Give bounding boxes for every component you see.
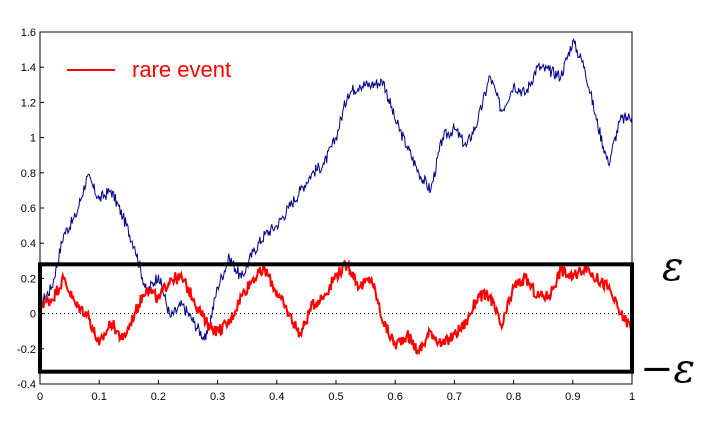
x-tick-label: 0.4 — [269, 391, 284, 403]
epsilon-lower-label: −ε — [640, 346, 695, 392]
y-tick-label: 0.2 — [21, 273, 36, 285]
y-tick-label: 1.2 — [21, 97, 36, 109]
series-line-0 — [39, 38, 633, 341]
y-tick-label: -0.2 — [17, 344, 36, 356]
epsilon-upper-label: ε — [662, 244, 683, 290]
y-tick-label: 0.4 — [21, 238, 36, 250]
y-tick-label: 0.8 — [21, 168, 36, 180]
y-tick-label: 1.6 — [21, 27, 36, 39]
x-tick-label: 0.6 — [388, 391, 403, 403]
x-tick-label: 1 — [629, 391, 635, 403]
y-tick-label: 1 — [30, 133, 36, 145]
tick-group: 0 0.1 0.2 0.3 0.4 0.5 0.6 0.7 0.8 0.9 1 -0.4 -0.2 0 0.… — [17, 27, 635, 403]
x-tick-label: 0.2 — [151, 391, 166, 403]
x-tick-label: 0.5 — [328, 391, 343, 403]
x-tick-label: 0.1 — [92, 391, 107, 403]
y-tick-label: 1.4 — [21, 62, 36, 74]
y-tick-label: 0 — [30, 309, 36, 321]
x-tick-label: 0 — [37, 391, 43, 403]
legend: rare event — [67, 57, 231, 82]
y-tick-label: 0.6 — [21, 203, 36, 215]
series-line-1 — [39, 259, 633, 355]
y-tick-label: -0.4 — [17, 379, 36, 391]
x-tick-label: 0.7 — [447, 391, 462, 403]
x-tick-label: 0.3 — [210, 391, 225, 403]
x-tick-label: 0.9 — [565, 391, 580, 403]
x-tick-label: 0.8 — [506, 391, 521, 403]
legend-label: rare event — [132, 57, 231, 82]
plot-area — [39, 31, 633, 385]
epsilon-band — [38, 262, 634, 374]
